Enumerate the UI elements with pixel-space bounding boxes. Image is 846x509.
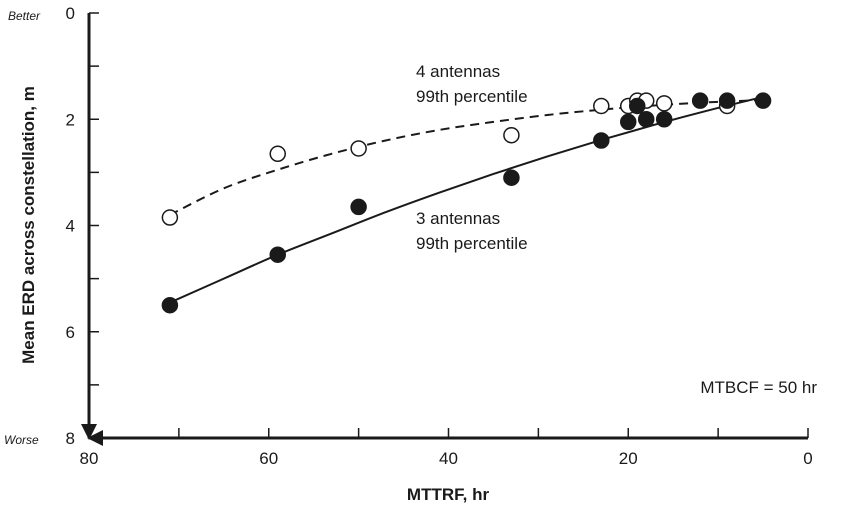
y-tick-label: 0 <box>66 4 75 23</box>
series-label-3-antennas-line1: 3 antennas <box>416 209 500 228</box>
point-3-antennas <box>637 111 655 128</box>
point-3-antennas <box>350 198 367 216</box>
y-axis-better-label: Better <box>8 9 41 23</box>
data-points <box>161 92 772 314</box>
point-4-antennas <box>503 126 520 144</box>
point-4-antennas <box>655 95 673 112</box>
y-tick-label: 8 <box>66 429 75 448</box>
x-axis-arrow <box>87 430 103 446</box>
y-axis-title: Mean ERD across constellation, m <box>19 86 38 364</box>
series-4-antennas-curve <box>169 99 764 216</box>
point-3-antennas <box>503 169 520 186</box>
x-tick-label: 20 <box>619 449 638 468</box>
x-tick-label: 60 <box>259 449 278 468</box>
series-label-4-antennas-line2: 99th percentile <box>416 87 528 106</box>
point-3-antennas <box>593 132 610 149</box>
series-label-4-antennas-line1: 4 antennas <box>416 62 500 81</box>
point-3-antennas <box>620 113 637 131</box>
point-3-antennas <box>161 296 179 314</box>
y-tick-label: 4 <box>66 217 75 236</box>
series-label-3-antennas-line2: 99th percentile <box>416 234 528 253</box>
y-tick-label: 6 <box>66 323 75 342</box>
axes: 0 2 4 6 8 80 60 40 20 0 <box>66 4 813 468</box>
x-tick-label: 40 <box>439 449 458 468</box>
x-tick-label: 80 <box>80 449 99 468</box>
y-axis-arrow <box>81 424 97 440</box>
point-3-antennas <box>655 111 673 128</box>
point-4-antennas <box>269 145 286 163</box>
point-4-antennas <box>593 97 610 115</box>
point-4-antennas <box>161 209 179 226</box>
x-axis-title: MTTRF, hr <box>407 485 490 504</box>
point-3-antennas <box>691 92 709 109</box>
series-3-antennas-curve <box>169 95 764 304</box>
y-axis-worse-label: Worse <box>4 433 39 447</box>
point-3-antennas <box>628 97 646 115</box>
point-3-antennas <box>754 92 772 109</box>
x-tick-label: 0 <box>803 449 812 468</box>
point-3-antennas <box>269 246 286 263</box>
point-4-antennas <box>350 140 367 157</box>
fit-curves <box>169 95 764 304</box>
mtbcf-annotation: MTBCF = 50 hr <box>700 378 817 397</box>
point-3-antennas <box>718 92 736 109</box>
y-tick-label: 2 <box>66 110 75 129</box>
